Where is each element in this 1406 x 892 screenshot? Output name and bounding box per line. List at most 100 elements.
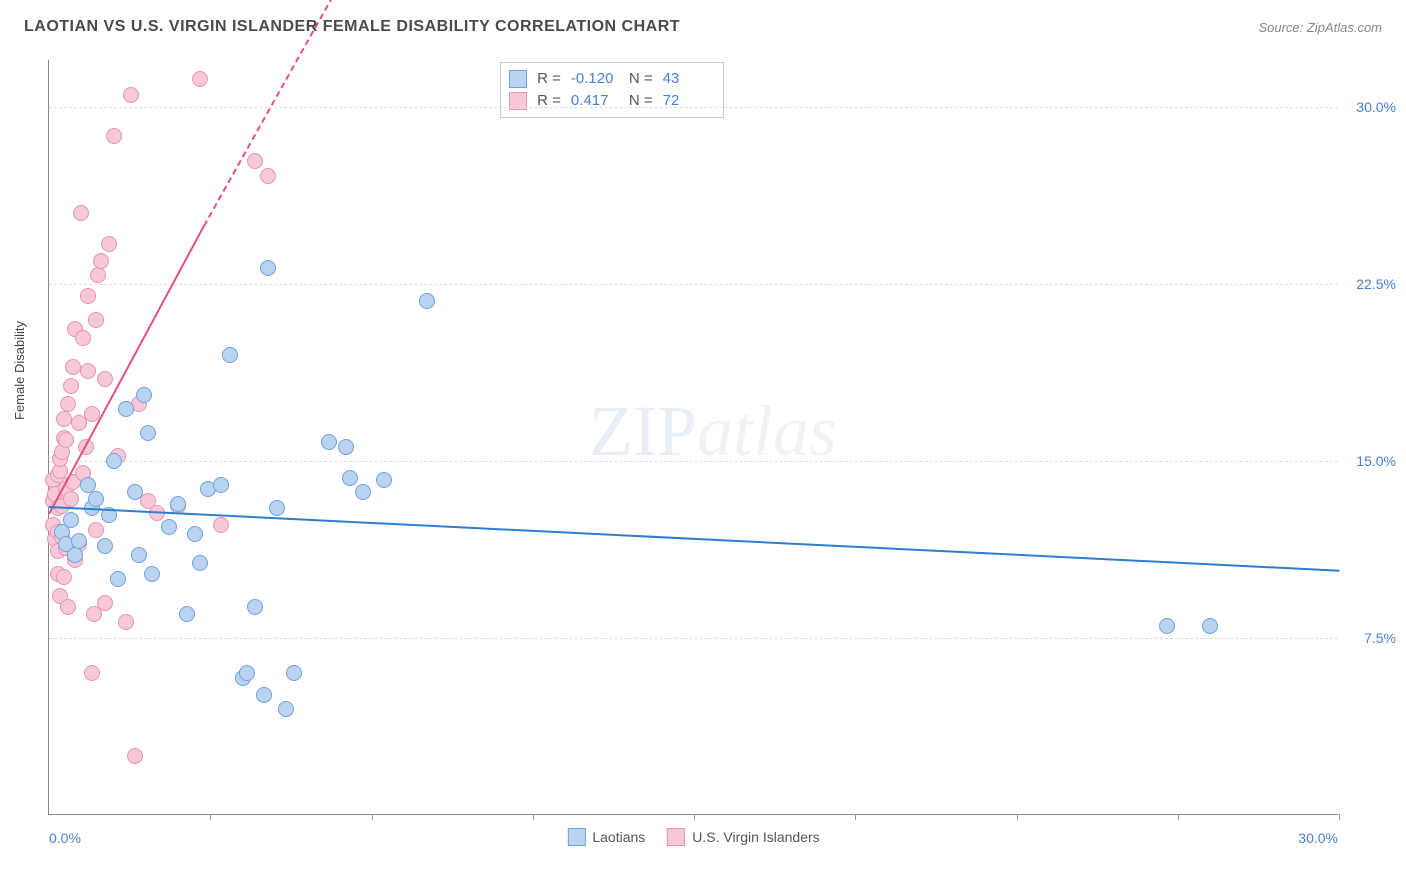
data-point: [118, 401, 134, 417]
x-tick: [372, 814, 373, 820]
y-tick-label: 30.0%: [1356, 99, 1396, 115]
watermark-zip: ZIP: [589, 391, 697, 471]
r-value: -0.120: [571, 68, 619, 90]
data-point: [58, 432, 74, 448]
legend-label: Laotians: [592, 829, 645, 845]
data-point: [67, 547, 83, 563]
trend-line: [49, 506, 1339, 572]
legend-label: U.S. Virgin Islanders: [692, 829, 819, 845]
scatter-chart: ZIPatlas R =-0.120N =43R =0.417N =72 Lao…: [48, 60, 1338, 815]
data-point: [1202, 618, 1218, 634]
x-axis-min-label: 0.0%: [49, 830, 81, 846]
gridline: [49, 107, 1338, 108]
n-label: N =: [629, 68, 653, 90]
legend-row: R = 0.417 N = 72: [509, 90, 711, 112]
data-point: [187, 526, 203, 542]
data-point: [260, 168, 276, 184]
data-point: [278, 701, 294, 717]
n-value: 43: [663, 68, 711, 90]
gridline: [49, 461, 1338, 462]
legend-row: R = -0.120 N = 43: [509, 68, 711, 90]
data-point: [170, 496, 186, 512]
data-point: [71, 533, 87, 549]
watermark-atlas: atlas: [697, 391, 837, 471]
n-label: N =: [629, 90, 653, 112]
y-tick-label: 15.0%: [1356, 453, 1396, 469]
r-label: R =: [537, 90, 561, 112]
data-point: [97, 371, 113, 387]
data-point: [222, 347, 238, 363]
data-point: [88, 312, 104, 328]
data-point: [63, 378, 79, 394]
x-tick: [1178, 814, 1179, 820]
data-point: [286, 665, 302, 681]
data-point: [376, 472, 392, 488]
n-value: 72: [663, 90, 711, 112]
data-point: [56, 569, 72, 585]
legend-swatch: [509, 70, 527, 88]
data-point: [127, 484, 143, 500]
data-point: [161, 519, 177, 535]
data-point: [106, 128, 122, 144]
x-tick: [1017, 814, 1018, 820]
data-point: [123, 87, 139, 103]
data-point: [144, 566, 160, 582]
data-point: [73, 205, 89, 221]
x-tick: [533, 814, 534, 820]
data-point: [1159, 618, 1175, 634]
data-point: [321, 434, 337, 450]
data-point: [338, 439, 354, 455]
data-point: [80, 288, 96, 304]
data-point: [247, 153, 263, 169]
data-point: [90, 267, 106, 283]
data-point: [84, 665, 100, 681]
data-point: [192, 555, 208, 571]
data-point: [213, 517, 229, 533]
r-value: 0.417: [571, 90, 619, 112]
x-tick: [855, 814, 856, 820]
data-point: [192, 71, 208, 87]
legend-swatch: [667, 828, 685, 846]
x-axis-max-label: 30.0%: [1298, 830, 1338, 846]
data-point: [247, 599, 263, 615]
data-point: [127, 748, 143, 764]
r-label: R =: [537, 68, 561, 90]
data-point: [63, 491, 79, 507]
chart-title: LAOTIAN VS U.S. VIRGIN ISLANDER FEMALE D…: [24, 18, 680, 36]
data-point: [118, 614, 134, 630]
data-point: [106, 453, 122, 469]
data-point: [97, 595, 113, 611]
data-point: [60, 396, 76, 412]
legend-swatch: [567, 828, 585, 846]
legend-item: U.S. Virgin Islanders: [667, 828, 819, 846]
data-point: [88, 491, 104, 507]
data-point: [136, 387, 152, 403]
x-tick: [1339, 814, 1340, 820]
data-point: [213, 477, 229, 493]
data-point: [75, 330, 91, 346]
data-point: [88, 522, 104, 538]
data-point: [80, 363, 96, 379]
data-point: [256, 687, 272, 703]
correlation-legend: R = -0.120 N = 43 R = 0.417 N = 72: [500, 62, 724, 118]
data-point: [101, 236, 117, 252]
y-tick-label: 22.5%: [1356, 276, 1396, 292]
data-point: [97, 538, 113, 554]
data-point: [131, 547, 147, 563]
x-tick: [694, 814, 695, 820]
data-point: [60, 599, 76, 615]
source-label: Source: ZipAtlas.com: [1258, 20, 1382, 35]
series-legend: Laotians U.S. Virgin Islanders: [567, 828, 819, 846]
data-point: [269, 500, 285, 516]
x-tick: [210, 814, 211, 820]
data-point: [93, 253, 109, 269]
data-point: [63, 512, 79, 528]
gridline: [49, 638, 1338, 639]
legend-item: Laotians: [567, 828, 645, 846]
data-point: [239, 665, 255, 681]
data-point: [260, 260, 276, 276]
data-point: [179, 606, 195, 622]
data-point: [65, 359, 81, 375]
data-point: [56, 411, 72, 427]
data-point: [419, 293, 435, 309]
